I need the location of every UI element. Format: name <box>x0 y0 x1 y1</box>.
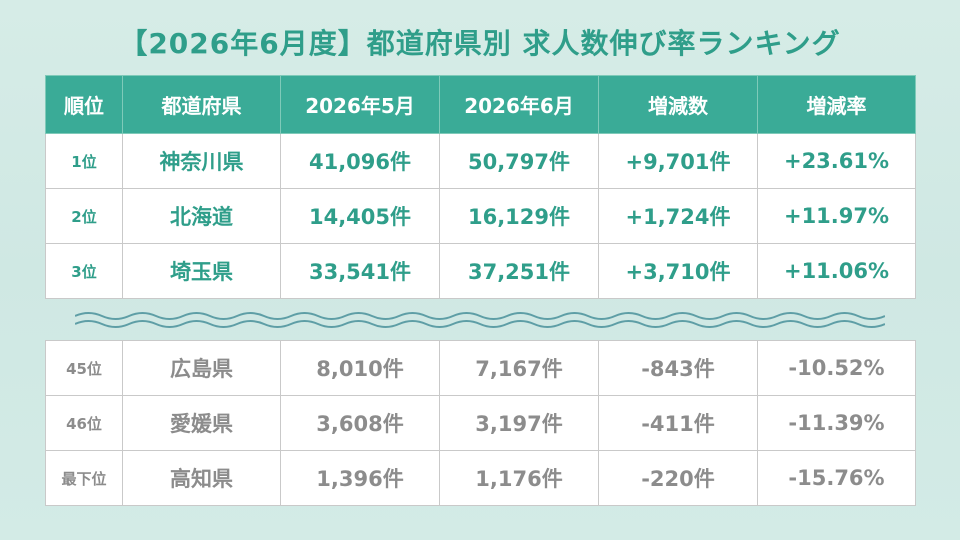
june-cell: 16,129件 <box>439 188 599 244</box>
bottom-ranking-table: 45位 広島県 8,010件 7,167件 -843件 -10.52% 46位 … <box>45 340 916 506</box>
change-cell: +9,701件 <box>598 133 758 189</box>
header-rank: 順位 <box>45 75 123 134</box>
rank-cell: 3位 <box>45 243 123 299</box>
june-cell: 3,197件 <box>439 395 599 451</box>
change-cell: +3,710件 <box>598 243 758 299</box>
june-cell: 1,176件 <box>439 450 599 506</box>
rate-cell: -15.76% <box>757 450 916 506</box>
may-cell: 3,608件 <box>280 395 440 451</box>
table-row: 2位 北海道 14,405件 16,129件 +1,724件 +11.97% <box>45 188 916 244</box>
may-cell: 8,010件 <box>280 340 440 396</box>
change-cell: -220件 <box>598 450 758 506</box>
june-cell: 7,167件 <box>439 340 599 396</box>
rate-cell: +11.06% <box>757 243 916 299</box>
may-cell: 41,096件 <box>280 133 440 189</box>
change-cell: -843件 <box>598 340 758 396</box>
rate-cell: -11.39% <box>757 395 916 451</box>
table-row: 46位 愛媛県 3,608件 3,197件 -411件 -11.39% <box>45 395 916 451</box>
page-title: 【2026年6月度】都道府県別 求人数伸び率ランキング <box>119 27 841 60</box>
table-row: 1位 神奈川県 41,096件 50,797件 +9,701件 +23.61% <box>45 133 916 189</box>
prefecture-cell: 広島県 <box>122 340 281 396</box>
header-june: 2026年6月 <box>439 75 599 134</box>
table-row: 45位 広島県 8,010件 7,167件 -843件 -10.52% <box>45 340 916 396</box>
prefecture-cell: 愛媛県 <box>122 395 281 451</box>
rank-cell: 46位 <box>45 395 123 451</box>
rate-cell: +11.97% <box>757 188 916 244</box>
rank-cell: 1位 <box>45 133 123 189</box>
rank-cell: 2位 <box>45 188 123 244</box>
june-cell: 37,251件 <box>439 243 599 299</box>
wave-divider <box>75 312 885 328</box>
table-row: 最下位 高知県 1,396件 1,176件 -220件 -15.76% <box>45 450 916 506</box>
prefecture-cell: 高知県 <box>122 450 281 506</box>
may-cell: 1,396件 <box>280 450 440 506</box>
prefecture-cell: 神奈川県 <box>122 133 281 189</box>
wave-line-top <box>75 312 885 320</box>
june-cell: 50,797件 <box>439 133 599 189</box>
prefecture-cell: 埼玉県 <box>122 243 281 299</box>
rate-cell: -10.52% <box>757 340 916 396</box>
header-prefecture: 都道府県 <box>122 75 281 134</box>
change-cell: -411件 <box>598 395 758 451</box>
change-cell: +1,724件 <box>598 188 758 244</box>
header-row: 順位 都道府県 2026年5月 2026年6月 増減数 増減率 <box>45 75 916 134</box>
table-row: 3位 埼玉県 33,541件 37,251件 +3,710件 +11.06% <box>45 243 916 299</box>
rank-cell: 最下位 <box>45 450 123 506</box>
rank-cell: 45位 <box>45 340 123 396</box>
header-may: 2026年5月 <box>280 75 440 134</box>
rate-cell: +23.61% <box>757 133 916 189</box>
header-rate: 増減率 <box>757 75 916 134</box>
may-cell: 14,405件 <box>280 188 440 244</box>
top-ranking-table: 順位 都道府県 2026年5月 2026年6月 増減数 増減率 1位 神奈川県 … <box>45 75 916 299</box>
header-change: 増減数 <box>598 75 758 134</box>
may-cell: 33,541件 <box>280 243 440 299</box>
prefecture-cell: 北海道 <box>122 188 281 244</box>
wave-line-bottom <box>75 320 885 328</box>
